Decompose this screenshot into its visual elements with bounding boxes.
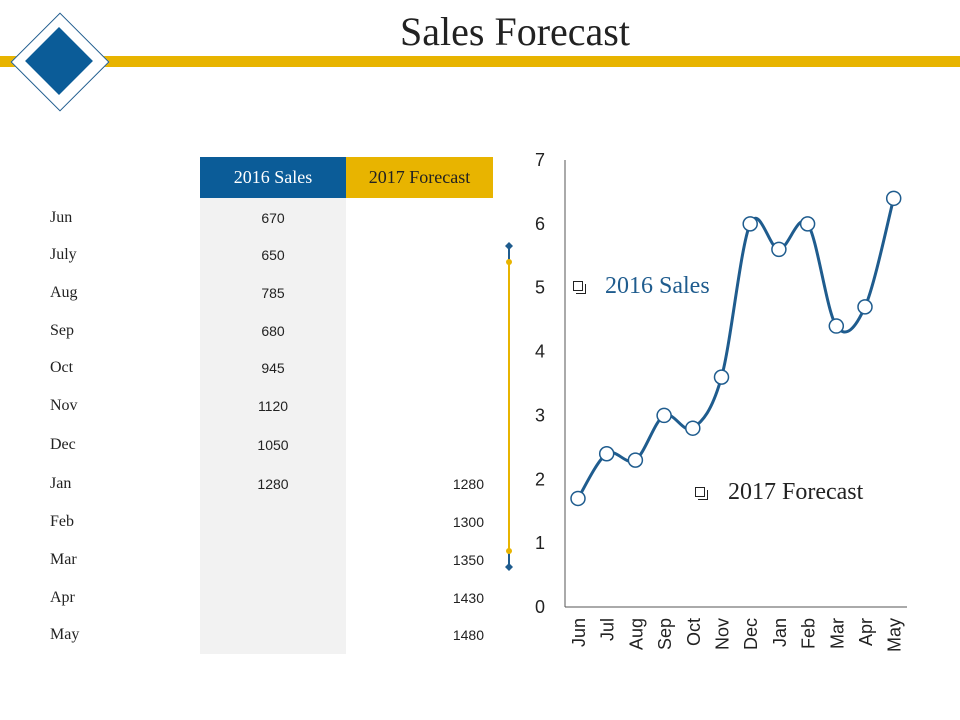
x-tick-labels: Jun Jul Aug Sep Oct Nov Dec Jan Feb Mar Apr May	[569, 618, 905, 652]
x-tick-label: Nov	[713, 618, 733, 650]
table-row: May 1480	[0, 623, 500, 647]
sales-2016-cell: 1050	[257, 437, 289, 453]
month-cell: Nov	[50, 397, 78, 414]
data-point	[713, 369, 730, 385]
header-2016-sales: 2016 Sales	[200, 157, 346, 198]
y-tick-label: 0	[535, 597, 545, 617]
month-cell: Aug	[50, 284, 78, 301]
table-row: Mar 1350	[0, 548, 500, 572]
table-row: Sep 680	[0, 319, 500, 343]
sales-2016-cell: 1280	[257, 476, 289, 492]
data-point	[685, 420, 701, 436]
data-point	[828, 318, 845, 334]
sales-2016-cell: 1120	[257, 398, 289, 414]
month-cell: Jan	[50, 475, 72, 492]
table-row: Jun 670	[0, 206, 500, 230]
table-row: July 650	[0, 243, 500, 267]
header-2017-forecast: 2017 Forecast	[346, 157, 493, 198]
data-point	[857, 299, 873, 315]
x-tick-label: Aug	[626, 618, 646, 650]
legend-checkbox-icon	[573, 281, 586, 294]
x-tick-label: Feb	[799, 618, 819, 649]
data-point	[656, 407, 672, 424]
sales-2016-cell: 670	[261, 210, 285, 226]
table-row: Oct 945	[0, 356, 500, 380]
forecast-2017-cell: 1300	[452, 514, 484, 530]
y-tick-label: 5	[535, 278, 545, 298]
y-tick-label: 3	[535, 405, 545, 425]
sales-2016-cell: 785	[261, 285, 285, 301]
month-cell: Oct	[50, 359, 74, 376]
sales-2016-cell: 680	[261, 323, 285, 339]
series-points-2016-sales	[570, 190, 902, 507]
month-cell: Apr	[50, 589, 75, 606]
y-tick-label: 6	[535, 214, 545, 234]
month-cell: Jun	[50, 209, 73, 226]
table-row: Dec 1050	[0, 433, 500, 457]
x-tick-label: May	[885, 618, 905, 652]
sales-2016-cell: 650	[261, 247, 285, 263]
y-tick-label: 7	[535, 150, 545, 170]
data-point	[627, 452, 644, 468]
x-tick-label: Apr	[856, 618, 876, 646]
bracket-top-cap	[505, 242, 513, 250]
bracket-bottom-dot	[506, 548, 512, 554]
forecast-2017-cell: 1350	[452, 552, 484, 568]
forecast-2017-cell: 1480	[452, 627, 484, 643]
table-row: Apr 1430	[0, 586, 500, 610]
series-line-2016-sales	[576, 197, 896, 500]
x-tick-label: Jul	[598, 618, 618, 641]
page-title: Sales Forecast	[400, 9, 630, 54]
y-tick-label: 1	[535, 533, 545, 553]
x-tick-label: Dec	[741, 618, 761, 650]
month-cell: May	[50, 626, 80, 643]
data-point	[570, 490, 586, 507]
y-tick-label: 2	[535, 469, 545, 489]
sales-2016-cell: 945	[261, 360, 285, 376]
data-point	[598, 445, 615, 462]
bracket-top-dot	[506, 259, 512, 265]
table-row: Jan 1280 1280	[0, 472, 500, 496]
y-tick-label: 4	[535, 342, 545, 362]
data-point	[742, 216, 758, 232]
data-point	[799, 216, 816, 232]
x-tick-label: Oct	[684, 618, 704, 646]
data-point	[885, 190, 902, 207]
title-accent-bar	[0, 56, 960, 67]
table-row: Aug 785	[0, 281, 500, 305]
month-cell: Feb	[50, 513, 74, 530]
table-row: Nov 1120	[0, 394, 500, 418]
month-cell: July	[50, 246, 77, 263]
x-tick-label: Jan	[770, 618, 790, 647]
x-tick-label: Sep	[655, 618, 675, 650]
y-tick-labels: 0 1 2 3 4 5 6 7	[535, 150, 545, 617]
x-tick-label: Mar	[827, 618, 847, 649]
legend-checkbox-icon	[695, 487, 708, 500]
bracket-bottom-cap	[505, 563, 513, 571]
month-cell: Sep	[50, 322, 74, 339]
forecast-2017-cell: 1280	[452, 476, 484, 492]
data-point	[771, 241, 787, 258]
x-tick-label: Jun	[569, 618, 589, 647]
month-cell: Dec	[50, 436, 76, 453]
forecast-bracket	[505, 242, 513, 571]
sales-2016-column-background	[200, 198, 346, 654]
table-row: Feb 1300	[0, 510, 500, 534]
forecast-2017-cell: 1430	[452, 590, 484, 606]
legend-2017-forecast: 2017 Forecast	[728, 479, 864, 505]
legend-2016-sales: 2016 Sales	[605, 273, 710, 299]
month-cell: Mar	[50, 551, 77, 568]
